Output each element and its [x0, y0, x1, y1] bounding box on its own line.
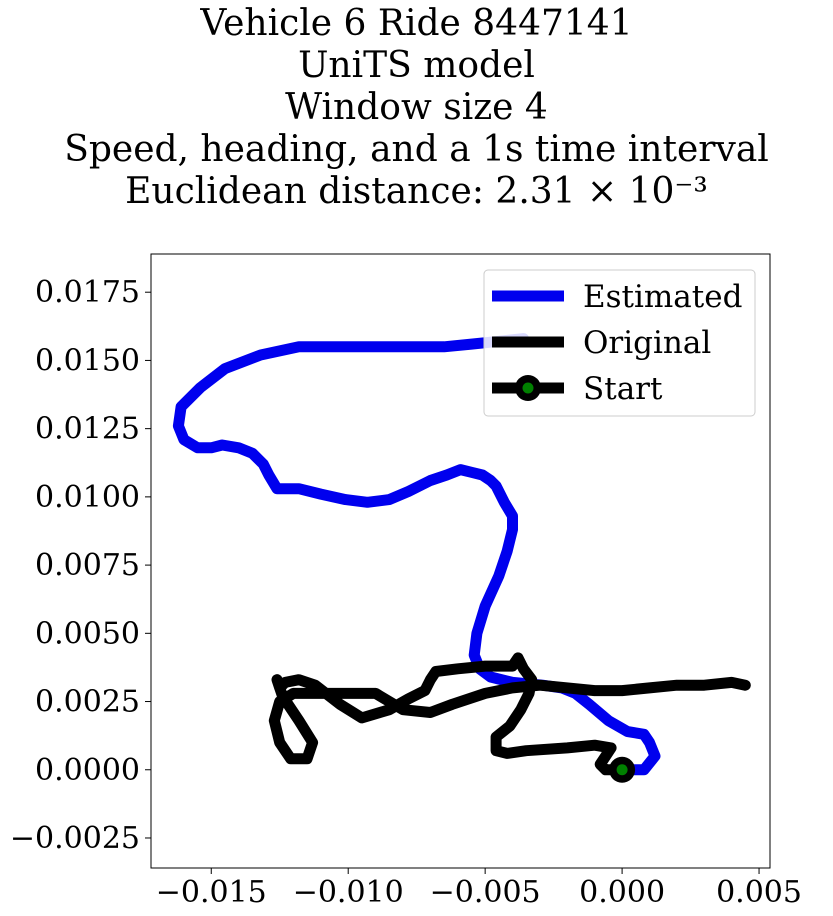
start-marker [609, 756, 636, 783]
y-tick-label: 0.0175 [35, 275, 140, 310]
y-tick-label: 0.0050 [35, 616, 140, 651]
legend-item-start: Start [492, 371, 663, 407]
y-tick-label: −0.0025 [10, 821, 140, 856]
chart-title-line-1: Vehicle 6 Ride 8447141 [200, 3, 633, 44]
legend-item-estimated: Estimated [492, 279, 742, 315]
legend-item-original: Original [492, 325, 711, 361]
x-tick-label: −0.010 [293, 875, 404, 910]
x-tick-label: −0.005 [430, 875, 541, 910]
chart-title-line-3: Window size 4 [285, 87, 548, 128]
axes-frame [150, 253, 771, 869]
legend: Estimated Original Start [483, 269, 756, 417]
y-tick-label: 0.0150 [35, 343, 140, 378]
legend-label: Start [583, 371, 663, 407]
legend-label: Original [583, 325, 711, 361]
y-tick-label: 0.0000 [35, 753, 140, 788]
y-tick-label: 0.0125 [35, 412, 140, 447]
chart-title-line-2: UniTS model [298, 45, 535, 86]
y-tick-label: 0.0025 [35, 685, 140, 720]
x-tick-label: −0.015 [156, 875, 267, 910]
legend-label: Estimated [583, 279, 742, 315]
y-tick-label: 0.0100 [35, 480, 140, 515]
x-tick-label: 0.000 [579, 875, 665, 910]
y-tick-label: 0.0075 [35, 548, 140, 583]
x-tick-label: 0.005 [716, 875, 802, 910]
series-line-original [268, 652, 751, 776]
legend-box [483, 269, 756, 417]
chart-title-line-5: Euclidean distance: 2.31 × 10⁻³ [125, 171, 708, 212]
chart-title-line-4: Speed, heading, and a 1s time interval [64, 129, 769, 170]
